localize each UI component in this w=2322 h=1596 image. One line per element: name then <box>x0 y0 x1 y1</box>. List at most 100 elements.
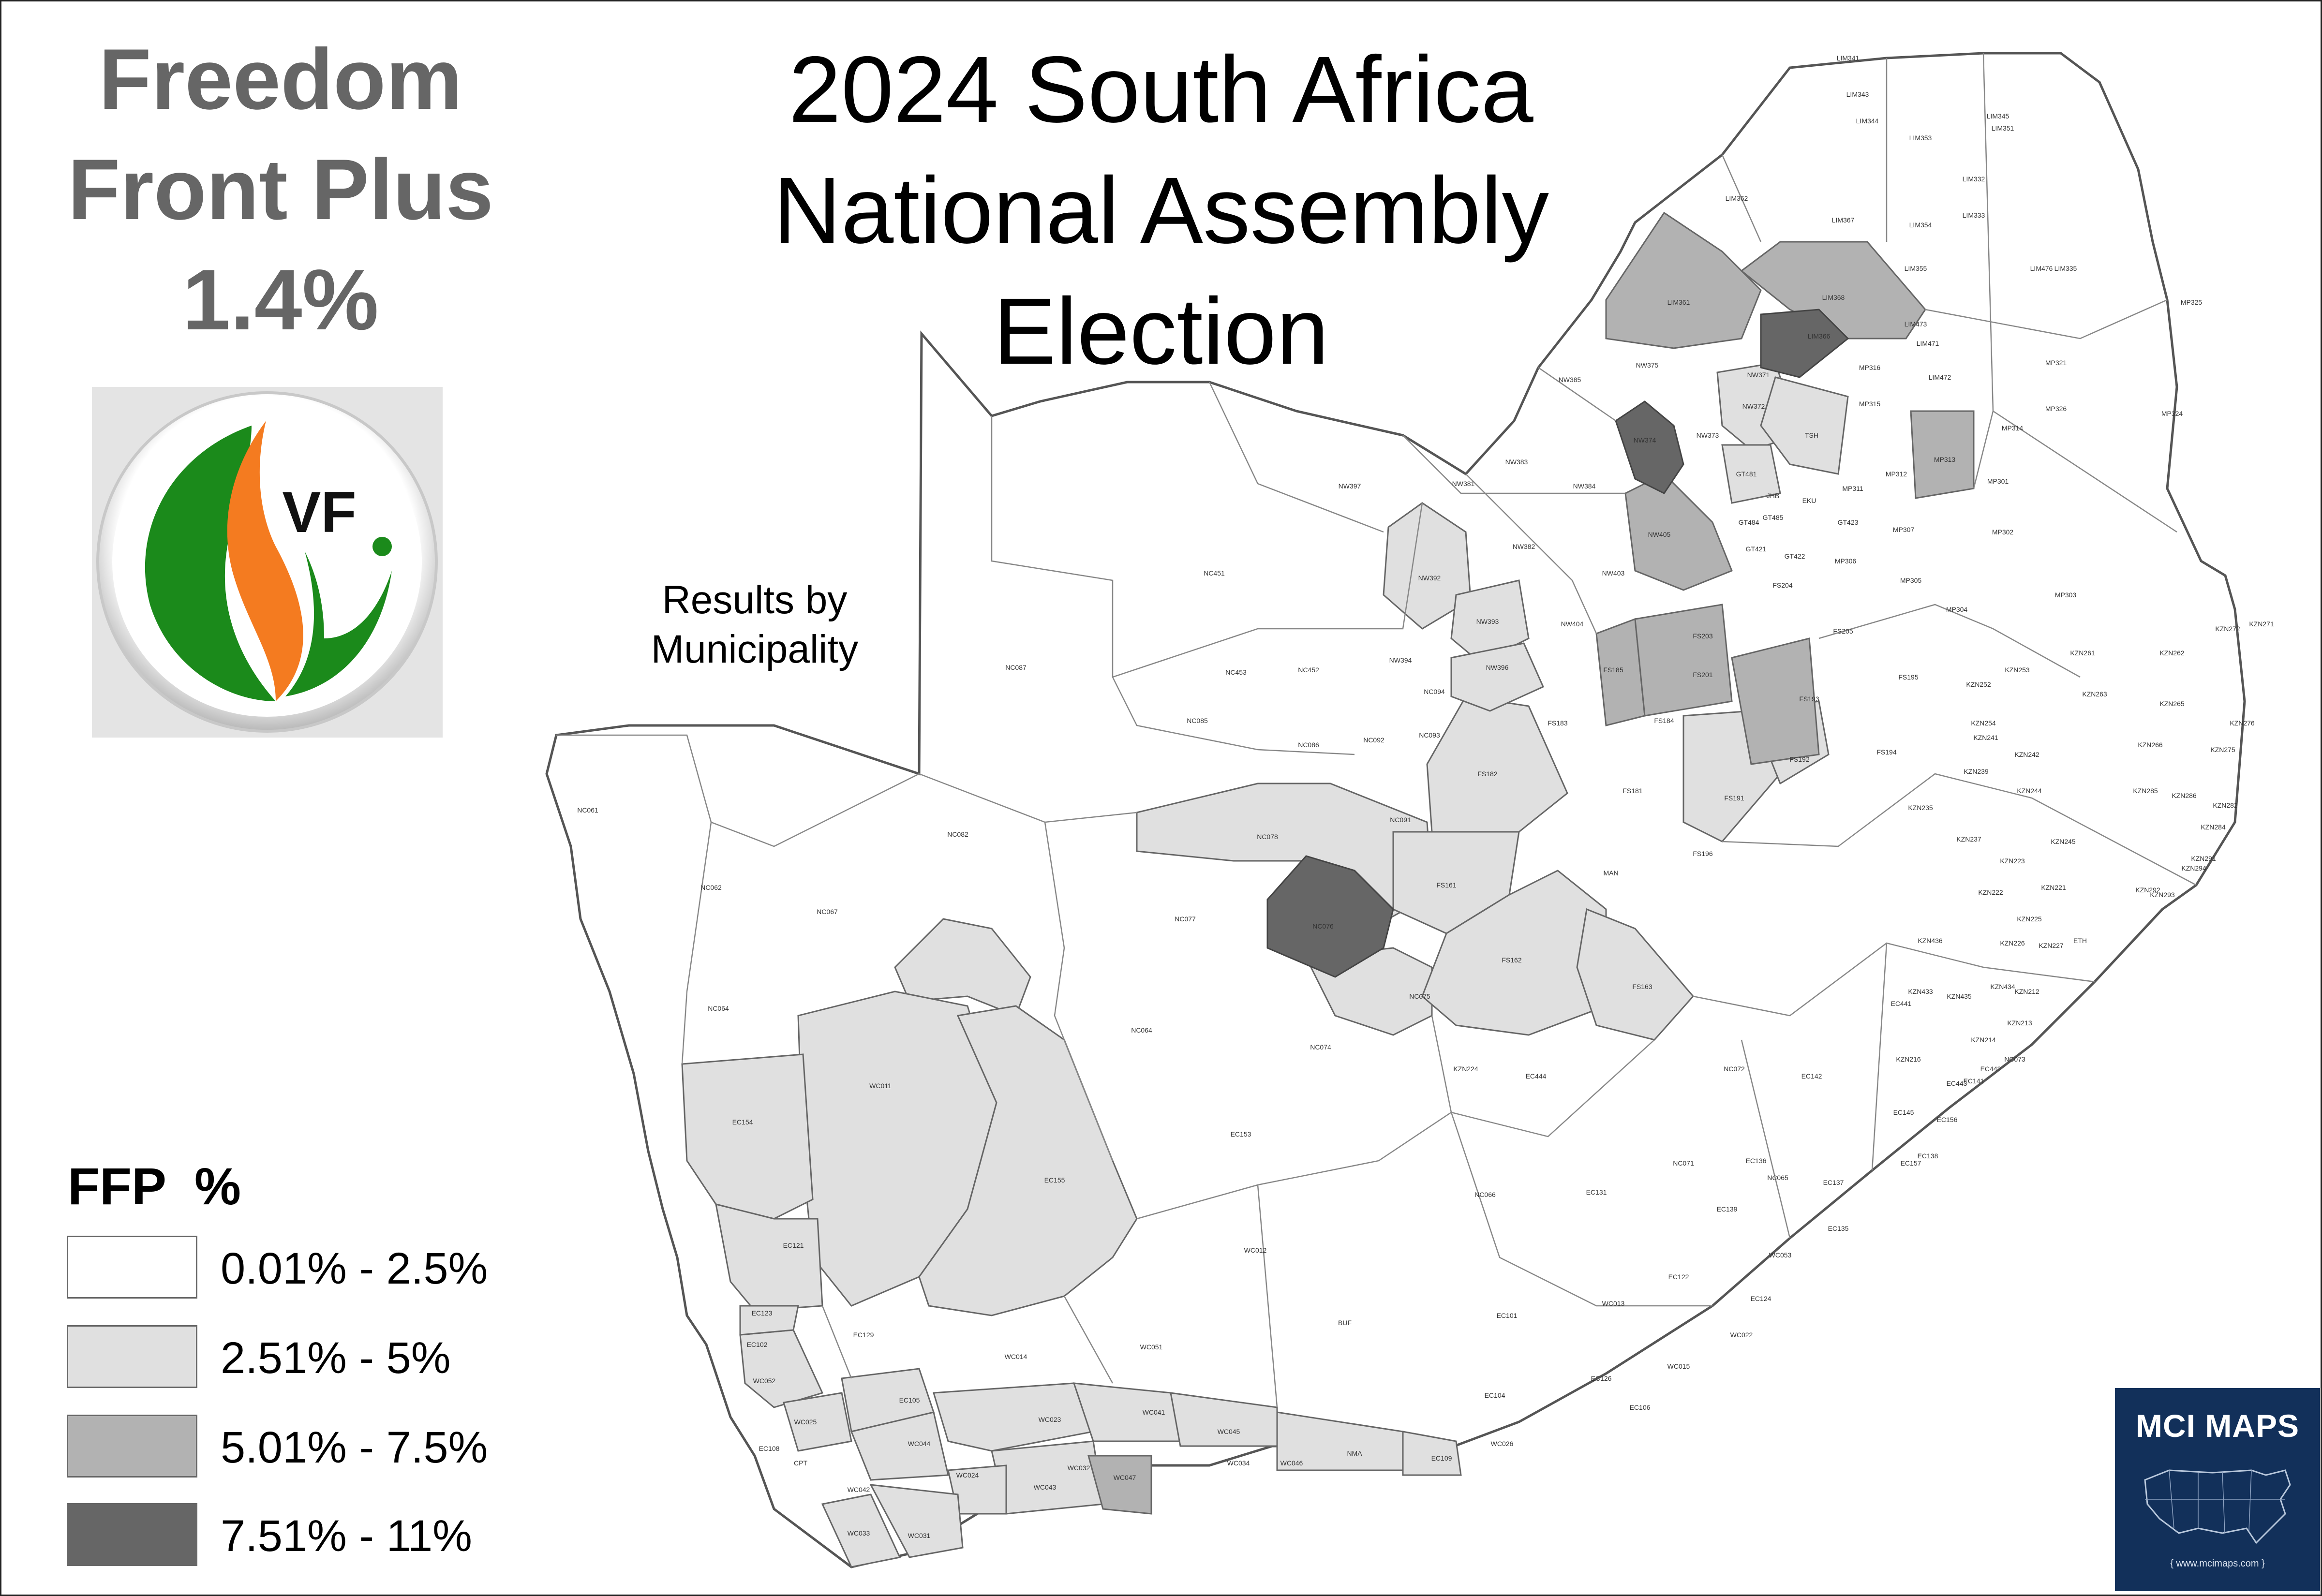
municipality-label: TSH <box>1805 431 1818 439</box>
municipality-label: KZN286 <box>2172 792 2197 799</box>
municipality-label: EC153 <box>1231 1130 1251 1138</box>
municipality-label: FS161 <box>1436 881 1456 889</box>
municipality-label: KZN284 <box>2201 823 2226 831</box>
municipality-label: WC013 <box>1602 1300 1625 1307</box>
municipality-label: WC045 <box>1218 1428 1240 1435</box>
municipality-label: NC062 <box>700 884 722 891</box>
municipality-label: MP315 <box>1859 400 1881 408</box>
municipality-label: WC015 <box>1667 1362 1690 1370</box>
municipality-label: GT422 <box>1785 552 1805 560</box>
municipality-label: MP302 <box>1992 528 2014 536</box>
municipality-fs193 <box>1731 637 1820 765</box>
legend-label: 0.01% - 2.5% <box>221 1244 488 1293</box>
municipality-label: EC443 <box>1947 1079 1967 1087</box>
municipality-tsh <box>1760 376 1849 475</box>
municipality-label: LIM473 <box>1905 320 1927 328</box>
municipality-label: NW404 <box>1561 620 1584 628</box>
municipality-label: KZN213 <box>2007 1019 2032 1027</box>
municipality-label: EC154 <box>732 1118 753 1126</box>
municipality-label: NC064 <box>708 1005 729 1012</box>
municipality-label: GT484 <box>1739 518 1759 526</box>
municipality-label: KZN285 <box>2133 787 2158 795</box>
municipality-wc023 <box>783 1392 852 1452</box>
municipality-wc043 <box>1087 1455 1152 1515</box>
municipality-label: EC142 <box>1801 1072 1822 1080</box>
municipality-lim366 <box>1760 309 1849 378</box>
municipality-label: KZN239 <box>1964 768 1989 775</box>
municipality-label: EC157 <box>1901 1159 1921 1167</box>
class-3-municipalities <box>1087 211 1975 1515</box>
municipality-label: WC051 <box>1140 1343 1163 1351</box>
municipality-label: FS193 <box>1799 695 1819 703</box>
legend-item: 0.01% - 2.5% <box>67 1236 502 1301</box>
municipality-label: LIM366 <box>1808 332 1831 340</box>
municipality-nw374 <box>1615 400 1684 494</box>
municipality-label: EKU <box>1802 497 1816 504</box>
municipality-label: NC092 <box>1363 736 1384 744</box>
municipality-label: EC137 <box>1823 1179 1844 1186</box>
municipality-label: MP305 <box>1900 576 1922 584</box>
municipality-label: NC065 <box>1767 1174 1788 1182</box>
municipality-label: WC014 <box>1005 1353 1027 1360</box>
municipality-label: NC093 <box>1419 731 1440 739</box>
municipality-label: NC452 <box>1298 666 1319 674</box>
municipality-label: KZN216 <box>1896 1055 1921 1063</box>
legend-item: 5.01% - 7.5% <box>67 1415 502 1480</box>
municipality-label: LIM332 <box>1963 175 1985 183</box>
municipality-label: NC078 <box>1257 833 1278 841</box>
municipality-label: NC071 <box>1673 1159 1694 1167</box>
municipality-label: KZN294 <box>2181 864 2206 872</box>
municipality-label: WC052 <box>753 1377 776 1385</box>
legend-item: 2.51% - 5% <box>67 1325 502 1390</box>
municipality-label: NW371 <box>1747 371 1770 379</box>
municipality-label: NW384 <box>1573 482 1596 490</box>
legend-swatch <box>67 1415 197 1478</box>
municipality-gt481 <box>1721 444 1781 504</box>
municipality-label: LIM341 <box>1837 54 1860 62</box>
municipality-label: MP321 <box>2045 359 2067 367</box>
municipality-label: BUF <box>1338 1319 1352 1327</box>
municipality-label: MP301 <box>1987 477 2009 485</box>
party-name-line2: Front Plus <box>67 141 494 237</box>
municipality-label: WC012 <box>1244 1246 1267 1254</box>
municipality-label: WC034 <box>1227 1459 1250 1467</box>
municipality-label: MP314 <box>2002 424 2024 432</box>
municipality-label: FS181 <box>1622 787 1642 795</box>
municipality-label: KZN261 <box>2070 649 2095 657</box>
municipality-label: NC067 <box>817 908 838 916</box>
municipality-label: NW373 <box>1697 431 1719 439</box>
internal-boundaries <box>556 53 2197 1408</box>
municipality-label: EC441 <box>1891 1000 1912 1007</box>
municipality-label: EC129 <box>853 1331 874 1339</box>
municipality-wc026 <box>850 1411 949 1481</box>
municipality-label: WC022 <box>1730 1331 1753 1339</box>
municipality-label: FS196 <box>1693 850 1712 857</box>
municipality-label: KZN275 <box>2210 746 2235 754</box>
municipality-label: NW381 <box>1452 480 1475 488</box>
party-national-share: 1.4% <box>182 251 379 348</box>
municipality-label: NC091 <box>1390 816 1411 824</box>
party-heading: Freedom Front Plus 1.4% <box>19 24 542 355</box>
municipality-label: WC046 <box>1280 1459 1303 1467</box>
municipality-label: NC094 <box>1424 688 1445 695</box>
municipality-label: NW382 <box>1513 543 1535 550</box>
municipality-label: KZN253 <box>2005 666 2030 674</box>
municipality-label: KZN272 <box>2215 625 2240 633</box>
municipality-label: KZN221 <box>2041 884 2066 891</box>
municipality-label: KZN212 <box>2014 988 2039 995</box>
class-2-municipalities <box>681 362 1849 1568</box>
municipality-label: LIM345 <box>1987 112 2009 120</box>
municipality-label: LIM471 <box>1917 340 1939 347</box>
municipality-label: NC072 <box>1724 1065 1745 1073</box>
municipality-label: FS162 <box>1502 956 1521 964</box>
municipality-label: LIM335 <box>2054 265 2077 272</box>
municipality-lim361 <box>1605 211 1762 349</box>
municipality-label: WC041 <box>1143 1408 1165 1416</box>
title-line3: Election <box>993 279 1329 384</box>
municipality-label: MP311 <box>1842 485 1863 492</box>
municipality-label: NW403 <box>1602 569 1625 577</box>
municipality-label: FS205 <box>1833 627 1853 635</box>
municipality-label: GT481 <box>1736 470 1757 478</box>
